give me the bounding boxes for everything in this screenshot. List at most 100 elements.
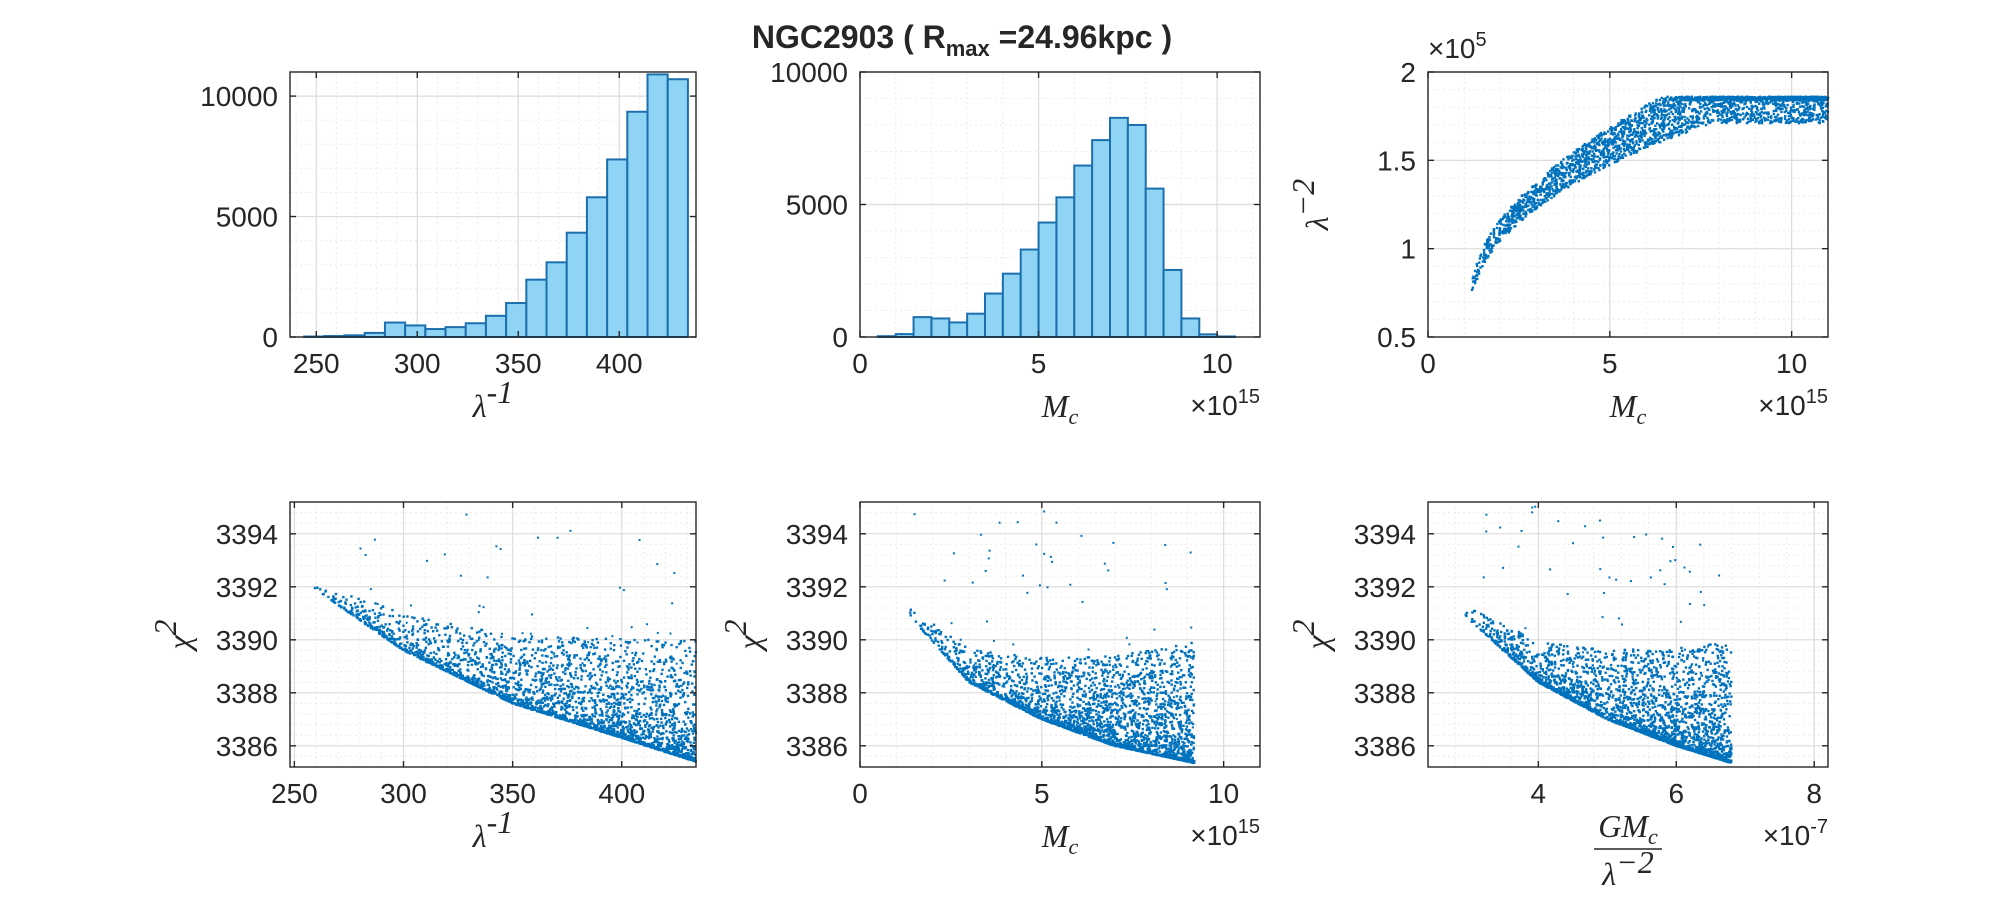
chart-scatter-chi2-lambda-inv-point [669, 744, 672, 747]
chart-scatter-lambda2-mc-point [1704, 98, 1707, 101]
chart-scatter-chi2-lambda-inv-point [673, 721, 676, 724]
chart-scatter-lambda2-mc-point [1655, 127, 1658, 131]
chart-scatter-chi2-lambda-inv-point [654, 713, 658, 716]
chart-scatter-lambda2-mc-point [1525, 195, 1528, 198]
chart-scatter-chi2-lambda-inv-point [512, 686, 515, 689]
chart-scatter-lambda2-mc-point [1632, 146, 1636, 149]
chart-scatter-lambda2-mc-point [1583, 160, 1587, 163]
chart-scatter-chi2-lambda-inv-point [540, 685, 543, 688]
chart-scatter-chi2-lambda-inv-point [471, 659, 474, 662]
chart-scatter-chi2-lambda-inv-point [562, 697, 565, 700]
chart-scatter-lambda2-mc-point [1808, 113, 1812, 117]
chart-scatter-chi2-lambda-inv-point [677, 689, 680, 692]
chart-scatter-lambda2-mc-point [1606, 130, 1610, 133]
chart-hist-mc-bar-3 [930, 317, 951, 339]
chart-scatter-chi2-lambda-inv-point [471, 637, 474, 640]
chart-scatter-lambda2-mc-point [1721, 111, 1724, 115]
chart-scatter-lambda2-mc-point [1817, 102, 1820, 106]
chart-scatter-lambda2-mc-point [1601, 149, 1604, 153]
chart-scatter-chi2-lambda-inv-point [599, 686, 603, 689]
chart-scatter-lambda2-mc-point [1613, 160, 1617, 164]
chart-scatter-lambda2-mc-point [1807, 100, 1810, 103]
chart-scatter-lambda2-mc-point [1651, 142, 1654, 145]
chart-scatter-lambda2-mc-point [1529, 195, 1533, 199]
chart-scatter-chi2-lambda-inv-point [659, 703, 662, 706]
chart-scatter-lambda2-mc-point [1548, 192, 1551, 196]
chart-scatter-lambda2-mc-point [1606, 142, 1610, 146]
chart-scatter-lambda2-mc-point [1539, 204, 1543, 207]
chart-scatter-chi2-lambda-inv-point [560, 665, 564, 668]
chart-scatter-lambda2-mc-point [1472, 275, 1475, 278]
chart-scatter-lambda2-mc-point [1739, 113, 1742, 117]
chart-scatter-chi2-lambda-inv-point [540, 677, 544, 680]
chart-scatter-chi2-lambda-inv-point [513, 695, 517, 698]
chart-scatter-chi2-lambda-inv-point [647, 714, 651, 717]
chart-scatter-lambda2-mc-point [1677, 110, 1681, 113]
chart-scatter-lambda2-mc-point [1594, 163, 1597, 166]
chart-scatter-chi2-lambda-inv-point [581, 669, 585, 673]
chart-scatter-lambda2-mc-point [1644, 105, 1647, 108]
chart-scatter-lambda2-mc-point [1820, 99, 1824, 102]
chart-scatter-lambda2-mc-point [1734, 104, 1737, 107]
chart-scatter-chi2-lambda-inv-point [619, 701, 622, 704]
chart-scatter-lambda2-mc-point [1753, 96, 1757, 100]
chart-scatter-lambda2-mc-point [1751, 118, 1754, 122]
chart-scatter-chi2-lambda-inv-point [463, 634, 466, 637]
chart-scatter-chi2-lambda-inv-point [390, 635, 394, 638]
chart-scatter-lambda2-mc-point [1622, 144, 1626, 148]
chart-hist-mc-bar-10 [1055, 196, 1076, 338]
chart-scatter-chi2-lambda-inv-point [622, 693, 625, 696]
chart-scatter-chi2-lambda-inv-point [628, 641, 632, 644]
chart-scatter-lambda2-mc-point [1809, 119, 1813, 123]
chart-scatter-lambda2-mc-point [1555, 170, 1558, 173]
chart-hist-mc-xtick-label: 0 [852, 348, 868, 379]
chart-hist-lambda-inv-xtick-label: 350 [495, 348, 542, 379]
chart-scatter-chi2-lambda-inv-point [505, 680, 508, 683]
chart-scatter-lambda2-mc-point [1560, 179, 1563, 183]
chart-scatter-lambda2-mc-point [1629, 133, 1632, 136]
chart-hist-mc-x-exponent-part-0: ×10 [1190, 390, 1238, 421]
chart-scatter-lambda2-mc-point [1721, 109, 1724, 112]
chart-scatter-chi2-lambda-inv-point [661, 737, 664, 741]
chart-scatter-chi2-lambda-inv-point [594, 711, 597, 715]
chart-scatter-lambda2-mc-point [1488, 236, 1491, 239]
chart-scatter-lambda2-mc-point [1688, 103, 1692, 106]
chart-hist-mc-xlabel: Mc [1041, 388, 1079, 429]
chart-scatter-lambda2-mc-point [1489, 243, 1492, 246]
chart-scatter-lambda2-mc-point [1640, 121, 1643, 125]
chart-scatter-chi2-lambda-inv-point [656, 738, 660, 741]
chart-scatter-lambda2-mc-point [1824, 114, 1828, 117]
chart-scatter-chi2-lambda-inv-point [422, 656, 425, 659]
chart-hist-mc-ytick-label: 10000 [770, 57, 848, 88]
chart-scatter-lambda2-mc-point [1749, 117, 1752, 120]
chart-scatter-chi2-lambda-inv-point [539, 687, 542, 690]
chart-scatter-lambda2-mc-point [1671, 112, 1675, 116]
chart-scatter-chi2-lambda-inv-point [555, 714, 558, 717]
chart-scatter-lambda2-mc-point [1537, 203, 1540, 206]
chart-hist-mc-bar-12 [1091, 139, 1111, 338]
chart-scatter-lambda2-mc-point [1524, 215, 1527, 218]
chart-scatter-chi2-lambda-inv-point [678, 642, 681, 646]
chart-scatter-lambda2-mc-point [1583, 143, 1586, 147]
chart-scatter-lambda2-mc-point [1524, 210, 1528, 214]
chart-scatter-chi2-lambda-inv-point [540, 648, 543, 652]
chart-scatter-lambda2-mc-point [1635, 149, 1639, 153]
chart-scatter-lambda2-mc-point [1669, 96, 1673, 99]
chart-scatter-lambda2-mc-point [1800, 105, 1804, 108]
chart-scatter-chi2-lambda-inv-point [627, 676, 630, 679]
chart-scatter-chi2-lambda-inv-point [446, 670, 449, 673]
chart-scatter-lambda2-mc-point [1641, 132, 1644, 136]
chart-scatter-chi2-lambda-inv-point [602, 657, 606, 660]
chart-scatter-chi2-lambda-inv-point [553, 705, 556, 708]
chart-scatter-chi2-lambda-inv-point [674, 716, 677, 720]
chart-scatter-lambda2-mc-point [1711, 98, 1715, 101]
chart-scatter-lambda2-mc-point [1578, 155, 1582, 159]
chart-scatter-chi2-lambda-inv-point [650, 743, 654, 747]
chart-scatter-lambda2-mc-point [1545, 187, 1548, 191]
chart-scatter-lambda2-mc-point [1626, 144, 1630, 147]
chart-scatter-chi2-lambda-inv-point [638, 736, 642, 739]
chart-scatter-lambda2-mc-point [1688, 127, 1691, 130]
chart-scatter-lambda2-mc-point [1813, 108, 1816, 112]
chart-scatter-lambda2-mc-point [1748, 107, 1751, 110]
chart-scatter-lambda2-mc-point [1570, 169, 1573, 173]
